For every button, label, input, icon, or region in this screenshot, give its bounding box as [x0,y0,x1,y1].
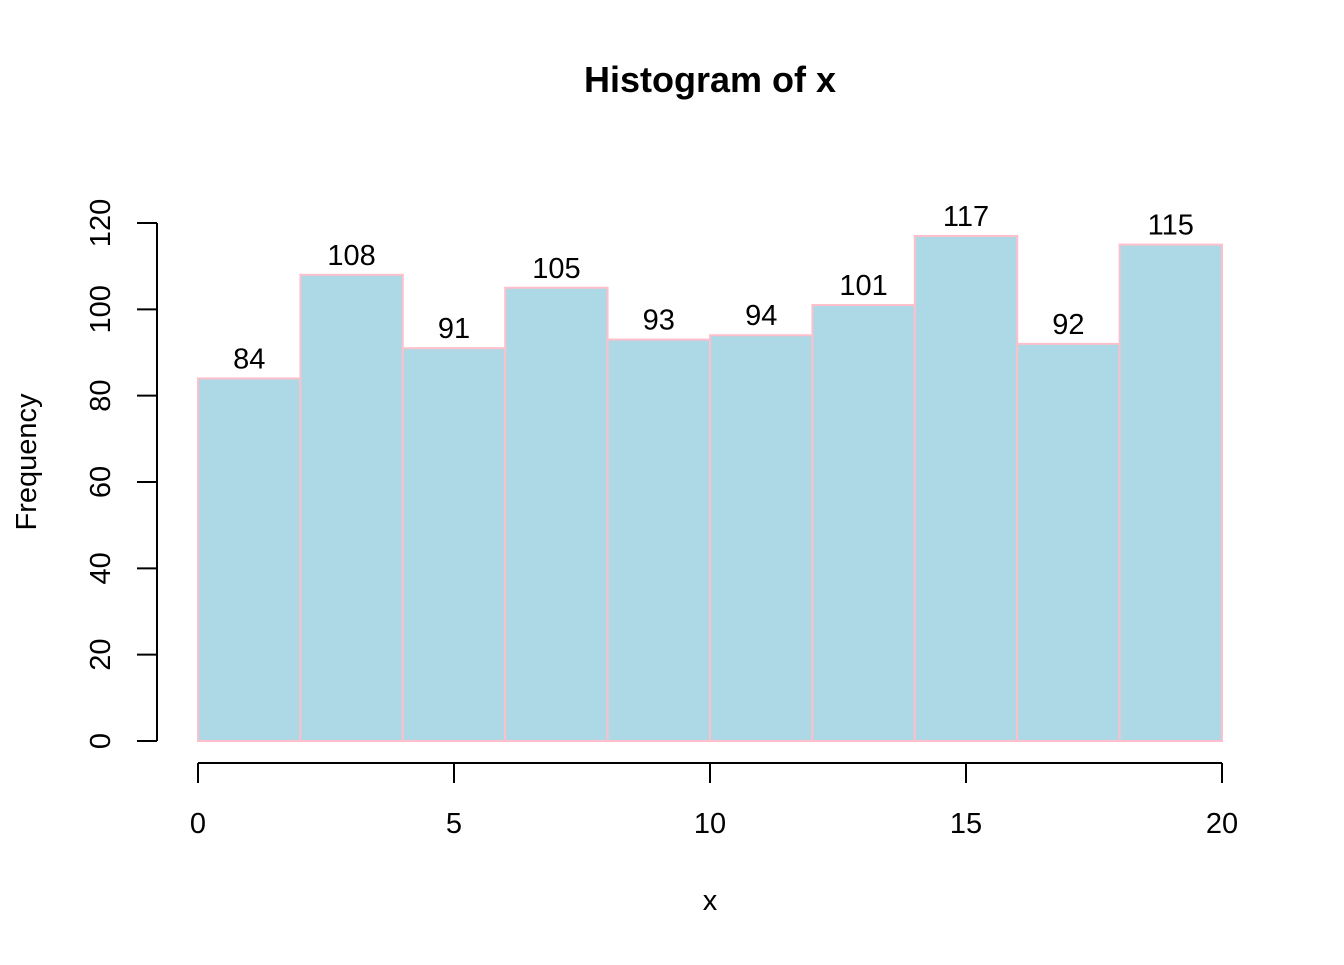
bar-value-label: 92 [1052,309,1084,341]
histogram-bar [197,377,302,742]
bar-value-label: 117 [943,201,989,233]
x-axis: 0 5 10 15 20 [190,762,1238,840]
bar-value-label: 93 [643,305,675,337]
histogram-bar [1016,342,1121,742]
y-axis-title: Frequency [11,393,43,531]
chart-title: Histogram of x [584,59,836,100]
bar-value-label: 115 [1148,210,1194,242]
x-tick-label: 15 [950,808,982,840]
histogram-bar [1118,243,1223,742]
histogram-bar [401,347,507,742]
histogram-bar [811,304,916,742]
y-tick-label: 120 [85,199,117,247]
bar-labels-layer: 84 108 91 105 93 94 101 117 92 115 [233,201,1194,375]
bar-value-label: 94 [745,300,777,332]
y-tick-label: 100 [85,285,117,333]
histogram-bar [299,273,404,742]
x-tick-label: 0 [190,808,206,840]
x-axis-title: x [703,885,718,917]
y-axis: 0 20 40 60 80 100 120 [85,199,158,749]
y-tick-label: 20 [85,639,117,671]
bars-layer [197,234,1223,742]
bar-value-label: 101 [839,270,887,302]
histogram-bar [504,286,609,742]
x-tick-label: 10 [694,808,726,840]
histogram-bar [913,234,1019,742]
y-tick-label: 60 [85,466,117,498]
bar-value-label: 108 [327,240,375,272]
bar-value-label: 105 [532,253,580,285]
histogram-bar [606,338,711,742]
y-tick-label: 80 [85,380,117,412]
x-tick-label: 20 [1206,808,1238,840]
y-tick-label: 0 [85,733,117,749]
bar-value-label: 84 [233,343,265,375]
y-tick-label: 40 [85,552,117,584]
x-tick-label: 5 [446,808,462,840]
bar-value-label: 91 [438,313,470,345]
histogram-bar [709,334,814,742]
